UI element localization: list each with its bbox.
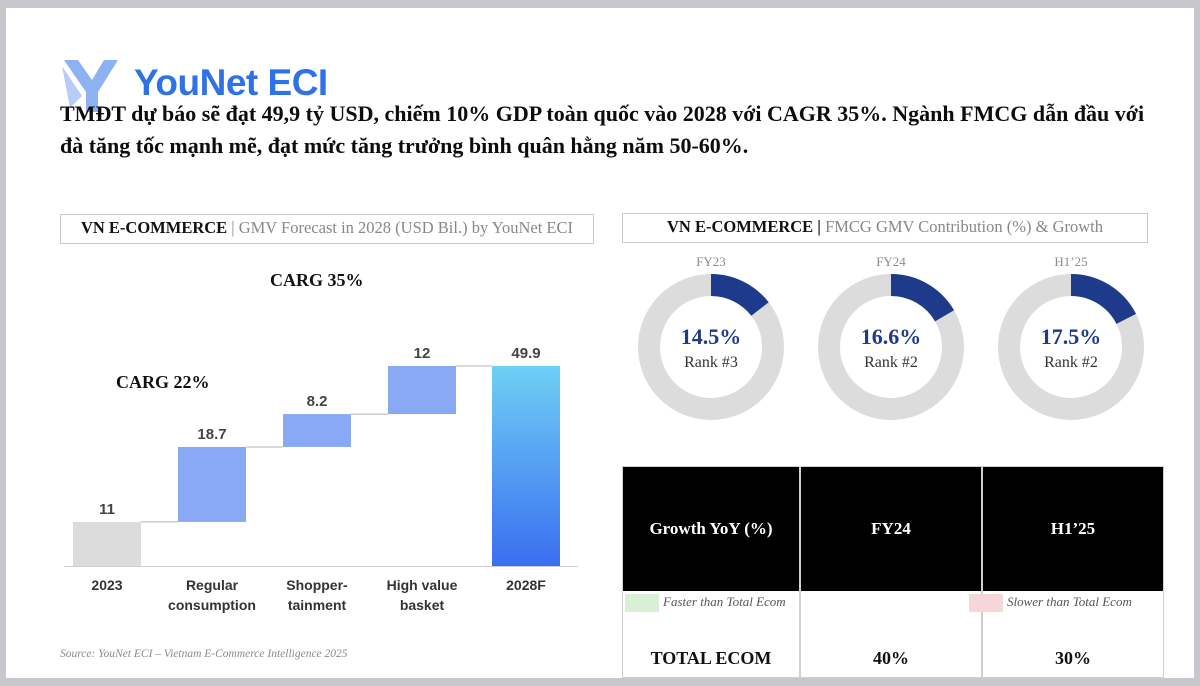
- donut-title-bold: VN E-COMMERCE |: [666, 217, 821, 236]
- legend-slower-text: Slower than Total Ecom: [1007, 594, 1132, 609]
- column-divider: [799, 467, 801, 678]
- waterfall-title: VN E-COMMERCE | GMV Forecast in 2028 (US…: [60, 214, 594, 244]
- donut-segment: [710, 274, 769, 317]
- waterfall-bar: [73, 521, 141, 566]
- row-value-fy24: 40%: [873, 647, 909, 668]
- growth-table: Growth YoY (%) FY24 H1’25 Faster than To…: [622, 466, 1164, 678]
- legend-slower-swatch: [969, 594, 1003, 612]
- headline: TMĐT dự báo sẽ đạt 49,9 tỷ USD, chiếm 10…: [60, 101, 1145, 158]
- donut-ring: [818, 274, 964, 420]
- waterfall-title-bold: VN E-COMMERCE: [80, 218, 228, 237]
- donut-segment: [1070, 274, 1137, 325]
- waterfall-bar: [283, 414, 351, 447]
- donut-rank: Rank #2: [864, 354, 918, 371]
- source-note: Source: YouNet ECI – Vietnam E-Commerce …: [60, 648, 348, 660]
- donut-rank: Rank #2: [1044, 354, 1098, 371]
- donut-pct: 17.5%: [1040, 324, 1102, 349]
- donut-pct: 14.5%: [680, 324, 742, 349]
- row-label-total-ecom: TOTAL ECOM: [650, 647, 772, 668]
- younet-logo-icon: [62, 60, 118, 112]
- waterfall-chart: 11 2023 18.7 Regular consumption 8.2 Shopper-t…: [64, 345, 578, 613]
- category-label: tainment: [288, 597, 347, 613]
- category-label: High value: [387, 577, 458, 593]
- category-label: consumption: [168, 597, 256, 613]
- bar-value-label: 49.9: [511, 345, 540, 362]
- donut-ring: [998, 274, 1144, 420]
- category-label: Regular: [186, 577, 239, 593]
- row-value-h1-25: 30%: [1055, 647, 1091, 668]
- legend-faster-text: Faster than Total Ecom: [663, 594, 786, 609]
- category-label: Shopper-: [286, 577, 348, 593]
- donut-period: FY24: [876, 254, 906, 269]
- carg-top-annotation: CARG 35%: [270, 270, 364, 290]
- column-divider: [981, 467, 983, 678]
- bar-value-label: 11: [99, 501, 115, 518]
- bar-value-label: 12: [414, 345, 431, 362]
- donut-pct: 16.6%: [860, 324, 922, 349]
- legend-faster-swatch: [625, 594, 659, 612]
- category-label: 2023: [91, 577, 122, 593]
- donut-segment: [890, 274, 955, 322]
- logo-text: YouNet ECI: [134, 62, 328, 103]
- category-label: 2028F: [506, 577, 546, 593]
- category-label: basket: [400, 597, 445, 613]
- growth-header-fy24: FY24: [801, 467, 981, 591]
- donut-title: VN E-COMMERCE | FMCG GMV Contribution (%…: [622, 213, 1148, 243]
- bar-value-label: 18.7: [197, 426, 226, 443]
- growth-header-label: Growth YoY (%): [623, 467, 799, 591]
- donut-title-rest: FMCG GMV Contribution (%) & Growth: [820, 217, 1103, 236]
- donut-rank: Rank #3: [684, 354, 738, 371]
- growth-header-h1-25: H1’25: [983, 467, 1163, 591]
- waterfall-bar: [178, 446, 246, 522]
- donut-period: FY23: [696, 254, 726, 269]
- waterfall-title-rest: | GMV Forecast in 2028 (USD Bil.) by You…: [227, 218, 574, 237]
- donut-ring: [638, 274, 784, 420]
- donut-period: H1’25: [1054, 254, 1088, 269]
- carg-left-annotation: CARG 22%: [116, 372, 210, 392]
- waterfall-bar: [492, 366, 560, 566]
- logo: YouNet ECI: [60, 56, 360, 116]
- waterfall-bar: [388, 366, 456, 415]
- bar-value-label: 8.2: [307, 393, 328, 410]
- slide: YouNet ECI TMĐT dự báo sẽ đạt 49,9 tỷ US…: [6, 8, 1194, 678]
